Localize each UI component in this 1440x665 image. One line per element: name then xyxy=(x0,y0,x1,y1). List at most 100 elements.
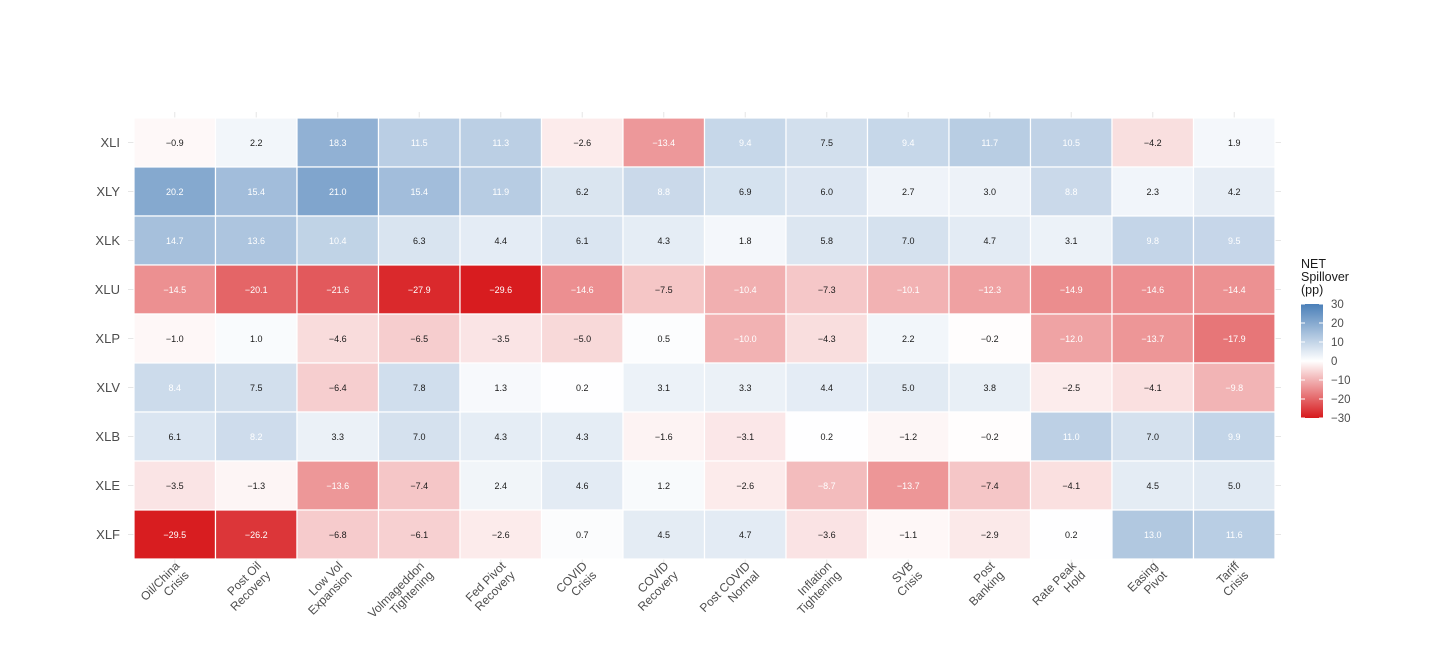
heatmap-cell xyxy=(133,411,217,462)
cell-value-label: −7.3 xyxy=(818,285,836,295)
heatmap-cell xyxy=(214,509,298,560)
heatmap-cell xyxy=(377,313,461,364)
heatmap-cell xyxy=(214,411,298,462)
cell-value-label: −1.3 xyxy=(247,481,265,491)
cell-value-label: −29.6 xyxy=(489,285,512,295)
cell-value-label: −2.6 xyxy=(573,138,591,148)
y-axis: XLI XLY XLK XLU XLP XLV XLB XLE XLF xyxy=(95,135,121,542)
cell-value-label: −14.5 xyxy=(163,285,186,295)
cell-value-label: 0.2 xyxy=(820,432,833,442)
cell-value-label: 0.2 xyxy=(576,383,589,393)
heatmap-cell xyxy=(948,460,1032,511)
heatmap-cell xyxy=(459,460,543,511)
cell-value-label: −2.6 xyxy=(736,481,754,491)
y-tick-label: XLP xyxy=(95,331,120,346)
svg-text:COVIDRecovery: COVIDRecovery xyxy=(626,559,681,614)
legend-tick-label: −30 xyxy=(1331,413,1351,425)
cell-value-label: −1.1 xyxy=(899,530,917,540)
cell-value-label: 8.8 xyxy=(1065,187,1078,197)
x-tick-label: Low VolExpansion xyxy=(305,559,355,618)
heatmap-cell xyxy=(785,215,869,266)
heatmap-cell xyxy=(296,362,380,413)
cell-value-label: 13.0 xyxy=(1144,530,1162,540)
x-tick-label: Fed PivotRecovery xyxy=(463,558,518,613)
cell-value-label: −9.8 xyxy=(1225,383,1243,393)
cell-value-label: 1.8 xyxy=(739,236,752,246)
heatmap-cell xyxy=(459,313,543,364)
heatmap-cell xyxy=(948,117,1032,168)
cell-value-label: −2.9 xyxy=(981,530,999,540)
heatmap-cell xyxy=(296,313,380,364)
heatmap-cell xyxy=(540,264,624,315)
heatmap-cell xyxy=(622,264,706,315)
heatmap-cell xyxy=(1111,313,1195,364)
heatmap-cell xyxy=(214,166,298,217)
heatmap-cell xyxy=(296,117,380,168)
y-tick-label: XLY xyxy=(96,184,120,199)
heatmap-cell xyxy=(622,166,706,217)
cell-value-label: −4.2 xyxy=(1144,138,1162,148)
heatmap-cell xyxy=(622,313,706,364)
cell-value-label: 3.3 xyxy=(739,383,752,393)
cell-value-label: 4.6 xyxy=(576,481,589,491)
svg-text:SVBCrisis: SVBCrisis xyxy=(885,559,925,599)
heatmap-cell xyxy=(214,460,298,511)
cell-value-label: 6.1 xyxy=(576,236,589,246)
cell-value-label: 15.4 xyxy=(410,187,428,197)
cell-value-label: 0.2 xyxy=(1065,530,1078,540)
heatmap-cell xyxy=(1192,313,1276,364)
svg-text:VolmageddonTightening: VolmageddonTightening xyxy=(365,559,436,630)
cell-value-label: 1.2 xyxy=(657,481,670,491)
cell-value-label: −27.9 xyxy=(408,285,431,295)
cell-value-label: 6.2 xyxy=(576,187,589,197)
cell-value-label: 4.3 xyxy=(576,432,589,442)
cell-value-label: 11.0 xyxy=(1063,432,1080,442)
heatmap-cell xyxy=(1192,460,1276,511)
heatmap-cell xyxy=(214,117,298,168)
cell-value-label: 7.5 xyxy=(820,138,833,148)
heatmap-cell xyxy=(377,166,461,217)
cell-value-label: 8.2 xyxy=(250,432,263,442)
cell-value-label: 9.9 xyxy=(1228,432,1241,442)
cell-value-label: 9.4 xyxy=(739,138,752,148)
x-tick-label: TariffCrisis xyxy=(1214,558,1251,599)
cell-value-label: −12.3 xyxy=(978,285,1001,295)
svg-text:Oil/ChinaCrisis: Oil/ChinaCrisis xyxy=(138,559,192,613)
heatmap-cell xyxy=(214,215,298,266)
cell-value-label: −6.1 xyxy=(410,530,428,540)
cell-value-label: 2.7 xyxy=(902,187,915,197)
legend-title: NET xyxy=(1301,257,1326,271)
cell-value-label: −10.1 xyxy=(897,285,920,295)
cell-value-label: 3.1 xyxy=(657,383,670,393)
heatmap-cell xyxy=(948,215,1032,266)
cell-value-label: 3.3 xyxy=(331,432,344,442)
legend-tick-label: 20 xyxy=(1331,318,1344,330)
cell-value-label: −1.2 xyxy=(899,432,917,442)
heatmap-cell xyxy=(866,460,950,511)
cell-value-label: 11.9 xyxy=(492,187,509,197)
cell-value-label: 8.8 xyxy=(657,187,670,197)
heatmap-cell xyxy=(622,460,706,511)
cell-value-label: −21.6 xyxy=(326,285,349,295)
svg-text:PostBanking: PostBanking xyxy=(957,558,1007,608)
x-tick-label: Post OilRecovery xyxy=(218,559,273,614)
heatmap-cell xyxy=(785,460,869,511)
heatmap-cell xyxy=(948,166,1032,217)
x-tick-label: Rate PeakHold xyxy=(1029,558,1088,608)
cell-value-label: 0.5 xyxy=(657,334,670,344)
cell-value-label: 1.3 xyxy=(494,383,507,393)
heatmap-cell xyxy=(540,313,624,364)
svg-text:Post OilRecovery: Post OilRecovery xyxy=(218,559,273,614)
heatmap-cell xyxy=(866,509,950,560)
heatmap-cell xyxy=(540,117,624,168)
heatmap-cell xyxy=(866,264,950,315)
cell-value-label: −4.3 xyxy=(818,334,836,344)
cell-value-label: −0.2 xyxy=(981,432,999,442)
cell-value-label: −3.5 xyxy=(166,481,184,491)
cell-value-label: 0.7 xyxy=(576,530,589,540)
legend-color-bar xyxy=(1301,304,1323,418)
cell-value-label: −7.4 xyxy=(981,481,999,491)
heatmap-cell xyxy=(622,411,706,462)
legend-tick-label: 30 xyxy=(1331,299,1344,311)
